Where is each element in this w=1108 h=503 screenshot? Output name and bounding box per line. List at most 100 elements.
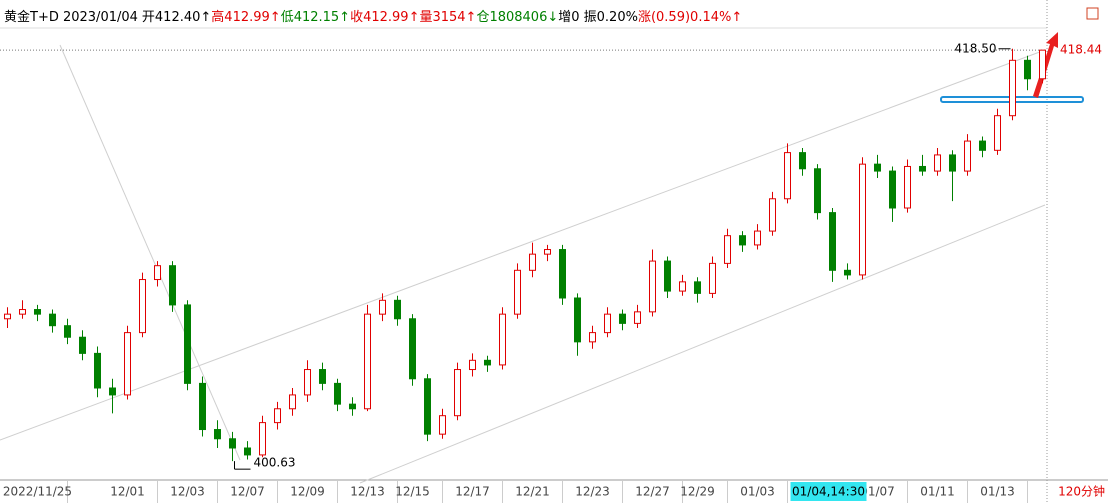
candle-body [784,152,791,200]
x-tick-label: 12/29 [680,485,715,499]
candle-body [934,154,941,172]
candle-body [259,422,266,456]
candle-body [334,382,341,405]
header: 黄金T+D 2023/01/04 开412.40↑高412.99↑低412.15↑… [4,6,742,25]
candle-body [694,281,701,294]
candle-body [829,212,836,271]
candle-body [709,262,716,294]
candle-body [754,230,761,246]
x-tick-label: 12/21 [515,485,550,499]
candle-body [739,235,746,246]
candle-body [1039,49,1046,80]
header-item: 黄金T+D 2023/01/04 [4,10,138,25]
candle-body [274,408,281,424]
x-tick-label: 12/01 [110,485,145,499]
candle-body [364,313,371,410]
max-label: 418.50 [955,41,997,55]
candle-body [1024,59,1031,80]
x-tick-label: 12/13 [350,485,385,499]
candle-body [514,269,521,315]
header-item: 低412.15↑ [280,10,351,25]
candle-body [664,260,671,292]
candle-body [304,369,311,396]
candle-body [244,447,251,456]
candle-body [844,269,851,276]
header-item: 高412.99↑ [211,10,281,25]
candle-body [1009,59,1016,117]
candle-body [484,359,491,366]
candle-body [949,154,956,172]
candle-body [319,369,326,384]
candle-body [79,336,86,354]
candle-body [139,279,146,334]
header-item: 增0 振0.20% [558,10,638,25]
candle-body [424,378,431,435]
candle-body [979,140,986,151]
candle-body [649,260,656,313]
header-item: 涨(0.59)0.14%↑ [637,10,743,25]
candle-body [109,387,116,396]
candle-body [994,115,1001,151]
candle-body [799,152,806,170]
trend-line [0,49,1046,441]
candle-body [544,249,551,255]
candle-body [289,394,296,410]
candle-body [889,170,896,209]
candle-body [229,438,236,449]
candle-body [454,369,461,417]
candle-body [49,313,56,327]
candle-body [19,309,26,315]
x-tick-label: 12/27 [635,485,670,499]
x-tick-label: 12/07 [230,485,265,499]
candle-body [469,359,476,371]
candle-body [4,313,11,320]
x-tick-label: 01/11 [920,485,955,499]
candle-body [409,318,416,380]
x-tick-label: 2022/11/25 [3,485,72,499]
window-icon[interactable] [1086,7,1099,20]
candle-body [589,332,596,343]
x-tick-label: 12/17 [455,485,490,499]
candle-body [184,304,191,384]
candle-body [499,313,506,366]
period-label: 120分钟 [1058,484,1105,499]
cursor-label: 01/04,14:30 [792,485,865,499]
x-tick-label: 12/15 [395,485,430,499]
min-label: 400.63 [254,456,296,470]
candle-body [814,168,821,214]
candle-body [64,325,71,338]
last-price-label: 418.44 [1060,43,1102,57]
x-tick-label: 01/07 [860,485,895,499]
candle-body [634,311,641,324]
x-tick-label: 12/09 [290,485,325,499]
candle-body [619,313,626,324]
candle-body [169,265,176,306]
candle-body [964,140,971,172]
x-tick-label: 12/23 [575,485,610,499]
x-tick-label: 12/03 [170,485,205,499]
candle-body [379,299,386,315]
candle-body [604,313,611,334]
candle-body [769,198,776,232]
candle-body [394,299,401,320]
candle-body [874,163,881,172]
trend-line [59,44,241,461]
candle-body [34,309,41,315]
candle-body [859,163,866,276]
trend-line [359,204,1046,484]
candle-body [94,352,101,389]
header-item: 量3154↑ [419,10,477,25]
candle-body [439,415,446,435]
candle-body [124,332,131,396]
candle-body [529,253,536,271]
candle-body [679,281,686,292]
candle-body [559,249,566,299]
header-item: 开412.40↑ [141,10,212,25]
x-tick-label: 01/13 [980,485,1015,499]
candle-body [919,165,926,172]
candle-body [154,265,161,281]
candle-body [214,429,221,440]
